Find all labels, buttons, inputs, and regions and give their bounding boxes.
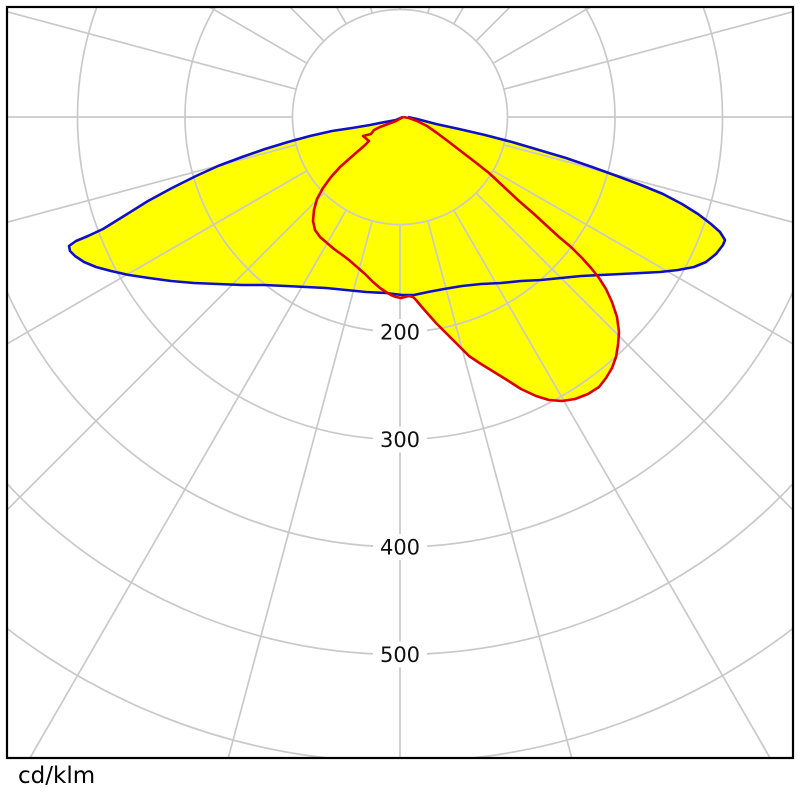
grid-radial-300: [8, 170, 308, 345]
plot-border: [5, 5, 795, 760]
c90-c270-curve: [311, 115, 621, 403]
ring-label-400: 400: [380, 536, 420, 560]
grid-radial-105: [503, 11, 792, 90]
ring-label-bg-400: [373, 534, 427, 560]
ring-label-bg-200: [373, 319, 427, 345]
grid-radial-285: [8, 144, 297, 223]
grid-radial-240: [209, 8, 308, 64]
grid-radial-45: [475, 192, 792, 511]
ring-label-300: 300: [380, 428, 420, 452]
grid-radial-330: [29, 209, 347, 757]
ring-label-bg-500: [373, 641, 427, 668]
c0-c180-curve: [67, 115, 727, 297]
grid-radial-345: [227, 220, 373, 757]
grid-radial-60: [492, 170, 792, 345]
ring-label-200: 200: [380, 321, 420, 345]
ring-label-bg-300: [373, 426, 427, 453]
grid-radial-75: [503, 144, 792, 223]
ring-labels: 200 300 400 500: [373, 319, 427, 668]
grid-radial-15: [427, 220, 573, 757]
unit-label: cd/klm: [18, 763, 96, 789]
c90-c270-fill: [313, 117, 619, 401]
grid-radial-120: [492, 8, 591, 64]
ring-label-500: 500: [380, 643, 420, 667]
grid-radial-315: [8, 192, 325, 511]
grid-radial-30: [453, 209, 771, 757]
grid-radial-255: [8, 11, 297, 90]
